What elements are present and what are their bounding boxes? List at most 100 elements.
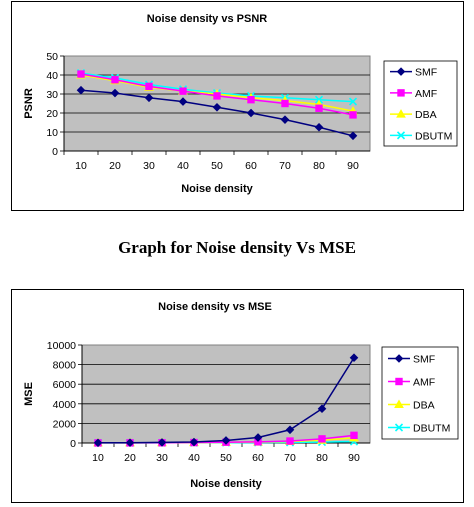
legend-label: DBA <box>413 400 435 412</box>
legend-item: DBA <box>388 399 435 412</box>
data-point <box>179 87 187 95</box>
data-point <box>247 96 255 104</box>
legend-item: DBA <box>390 109 437 121</box>
legend-marker <box>394 354 404 363</box>
series-smf <box>76 85 358 141</box>
y-tick-label: 10000 <box>47 340 76 352</box>
data-point <box>317 404 327 414</box>
x-tick-label: 40 <box>177 160 189 172</box>
data-point <box>145 82 153 91</box>
data-point <box>285 425 295 435</box>
legend-item: AMF <box>390 88 437 100</box>
data-point <box>318 435 326 443</box>
data-point <box>314 122 324 132</box>
data-point <box>189 437 199 447</box>
legend-item: DBUTM <box>388 423 450 435</box>
x-tick-label: 50 <box>220 452 232 464</box>
legend <box>381 346 459 440</box>
legend-item: AMF <box>388 377 435 389</box>
data-point <box>93 438 103 448</box>
data-point <box>253 433 263 442</box>
legend-item: SMF <box>390 67 437 79</box>
x-tick-label: 30 <box>156 452 168 464</box>
data-point <box>280 115 290 124</box>
data-point <box>77 70 85 78</box>
y-tick-label: 50 <box>46 51 58 63</box>
data-point <box>349 111 357 119</box>
data-point <box>178 97 188 106</box>
mse-chart-box: Noise density vs MSE 0 2000 4000 6000 8000 100… <box>11 289 464 503</box>
x-tick-label: 50 <box>211 160 223 172</box>
x-tick-label: 70 <box>279 160 291 172</box>
x-tick-label: 10 <box>75 160 87 172</box>
legend-marker <box>396 131 406 140</box>
legend-label: AMF <box>413 377 435 389</box>
legend-item: SMF <box>388 354 435 366</box>
data-point <box>212 102 222 112</box>
x-tick-label: 20 <box>124 452 136 464</box>
x-tick-label: 60 <box>245 160 257 172</box>
y-tick-label: 6000 <box>53 379 77 391</box>
x-tick-label: 40 <box>188 452 200 464</box>
x-tick-label: 30 <box>143 160 155 172</box>
data-point <box>348 131 358 141</box>
y-tick-label: 4000 <box>53 399 77 411</box>
legend-label: AMF <box>415 88 437 100</box>
y-axis-label: MSE <box>23 382 35 406</box>
legend-label: SMF <box>413 354 435 366</box>
data-point <box>213 92 221 100</box>
data-point <box>348 97 358 106</box>
legend <box>383 60 458 147</box>
data-point <box>286 437 294 445</box>
x-tick-label: 90 <box>348 452 360 464</box>
data-point <box>110 88 120 98</box>
psnr-chart-box: Noise density vs PSNR 0 10 20 30 40 50 10 20 30 40… <box>11 1 464 211</box>
legend-marker <box>396 109 406 118</box>
series-amf <box>77 70 357 119</box>
legend-item: DBUTM <box>390 130 452 142</box>
x-tick-label: 60 <box>252 452 264 464</box>
y-tick-label: 2000 <box>53 418 77 430</box>
data-point <box>125 438 135 448</box>
y-tick-label: 30 <box>46 89 58 101</box>
chart-title: Noise density vs PSNR <box>147 13 267 25</box>
legend-marker <box>394 399 404 408</box>
y-tick-label: 10 <box>46 127 58 139</box>
y-tick-label: 8000 <box>53 360 77 372</box>
data-point <box>76 85 86 95</box>
figure-caption: Graph for Noise density Vs MSE <box>118 238 356 257</box>
legend-marker <box>394 423 404 432</box>
legend-label: SMF <box>415 67 437 79</box>
legend-label: DBUTM <box>415 130 452 142</box>
data-point <box>315 104 323 112</box>
data-point <box>111 76 119 84</box>
x-tick-label: 70 <box>284 452 296 464</box>
legend-label: DBA <box>415 109 437 121</box>
y-tick-label: 40 <box>46 70 58 82</box>
x-axis-label: Noise density <box>190 478 262 490</box>
series-smf <box>93 353 359 448</box>
data-point <box>281 99 289 108</box>
y-tick-label: 0 <box>52 146 58 158</box>
y-tick-label: 0 <box>70 438 76 450</box>
chart-title: Noise density vs MSE <box>158 301 272 313</box>
legend-marker <box>397 89 405 97</box>
data-point <box>144 93 154 103</box>
x-tick-label: 80 <box>313 160 325 172</box>
mse-chart: Noise density vs MSE 0 2000 4000 6000 8000 100… <box>23 301 459 490</box>
x-axis-label: Noise density <box>181 183 253 195</box>
data-point <box>221 436 231 445</box>
data-point <box>350 431 358 440</box>
data-point <box>246 108 256 118</box>
data-point <box>349 353 359 363</box>
x-tick-label: 90 <box>347 160 359 172</box>
y-tick-label: 20 <box>46 108 58 120</box>
psnr-chart: Noise density vs PSNR 0 10 20 30 40 50 10 20 30 40… <box>23 13 458 195</box>
legend-marker <box>396 67 406 76</box>
x-tick-label: 10 <box>92 452 104 464</box>
y-axis-label: PSNR <box>23 88 35 119</box>
data-point <box>157 438 167 447</box>
legend-marker <box>395 377 403 386</box>
plot-area <box>81 344 371 444</box>
x-tick-label: 20 <box>109 160 121 172</box>
